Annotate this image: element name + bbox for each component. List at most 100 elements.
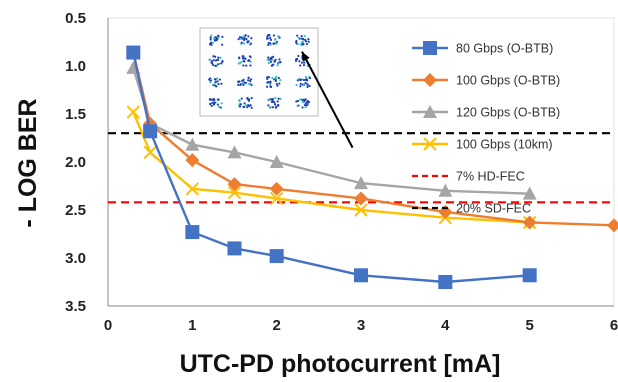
constellation-dot [278,82,281,85]
constellation-dot [214,84,217,87]
constellation-dot [211,41,215,44]
x-tick-label: 6 [610,317,618,334]
data-point [423,73,437,87]
constellation-dot [267,104,270,107]
constellation-dot [296,42,299,46]
data-point [185,153,200,168]
constellation-dot [246,106,249,109]
constellation-dot [302,38,305,41]
constellation-cluster [267,96,282,109]
constellation-dot [243,102,246,105]
constellation-dot [250,106,253,109]
constellation-dot [219,56,222,59]
constellation-dot [304,76,307,79]
constellation-dot [267,43,270,47]
constellation-dot [237,83,240,86]
series-line [132,67,530,195]
constellation-dot [301,98,304,101]
constellation-dot [306,83,309,86]
constellation-dot [295,57,298,61]
data-point [185,182,200,196]
data-point [354,203,368,217]
constellation-cluster [237,55,252,67]
constellation-dot [266,37,269,40]
constellation-dot [248,55,252,58]
legend-entry: 80 Gbps (O-BTB) [412,41,553,56]
constellation-dot [270,85,273,89]
data-point [423,105,437,118]
constellation-cluster [265,33,281,47]
data-point [269,191,284,206]
constellation-dot [208,58,211,61]
legend-label: 80 Gbps (O-BTB) [456,42,553,56]
constellation-dot [214,55,217,58]
constellation-dot [277,97,280,100]
constellation-dot [244,34,247,37]
legend-label: 7% HD-FEC [456,170,525,184]
constellation-cluster [265,75,282,89]
legend: 80 Gbps (O-BTB) 100 Gbps (O-BTB) 120 Gbps … [412,41,560,216]
constellation-dot [303,61,306,64]
x-tick-label: 2 [272,317,280,334]
constellation-dot [275,42,278,45]
constellation-dot [249,80,252,83]
constellation-dot [298,98,302,101]
constellation-dot [212,103,216,106]
constellation-dot [271,76,274,80]
x-tick-label: 4 [441,317,450,334]
constellation-dot [213,39,216,42]
constellation-dot [278,58,281,61]
constellation-dot [302,64,306,67]
constellation-dot [216,98,219,101]
constellation-dot [304,38,307,42]
constellation-dot [250,37,253,40]
y-tick-label: 1.5 [65,106,86,123]
constellation-dot [242,105,246,109]
data-point [607,218,618,233]
constellation-dot [307,38,310,41]
constellation-dot [296,79,299,82]
constellation-dot [237,38,240,41]
constellation-dot [245,37,248,41]
constellation-dot [246,41,249,44]
constellation-dot [209,77,212,80]
constellation-dot [240,41,243,44]
constellation-dot [299,43,302,46]
arrow-head [301,51,310,62]
series-line [132,52,530,284]
constellation-dot [242,64,245,67]
constellation-dot [266,81,269,84]
inset-frame [199,27,319,117]
constellation-dot [299,79,302,82]
constellation-dot [243,38,246,41]
data-point [522,186,537,200]
constellation-dot [299,64,302,67]
constellation-dot [275,82,278,86]
legend-label: 120 Gbps (O-BTB) [456,106,560,120]
data-point [185,137,200,151]
constellation-dot [299,82,302,86]
legend-label: 100 Gbps (10km) [456,138,553,152]
constellation-dot [238,57,241,60]
y-tick-label: 2.0 [65,154,86,171]
constellation-dot [249,60,252,63]
constellation-dot [243,42,246,45]
constellation-dot [212,63,215,67]
inset-arrow [301,51,354,149]
constellation-dot [217,105,221,108]
constellation-cluster [208,34,224,46]
constellation-dot [305,77,308,81]
constellation-dot [274,106,278,109]
legend-entry: 7% HD-FEC [412,170,525,184]
constellation-dot [221,35,224,38]
constellation-dot [308,77,311,80]
constellation-dot [300,34,303,38]
constellation-dot [211,62,214,65]
legend-label: 20% SD-FEC [456,202,531,216]
constellation-dot [220,102,223,105]
constellation-dot [306,101,309,104]
constellation-dot [269,36,272,40]
constellation-dot [217,36,220,39]
constellation-dot [212,59,215,62]
constellation-dot [297,36,300,40]
